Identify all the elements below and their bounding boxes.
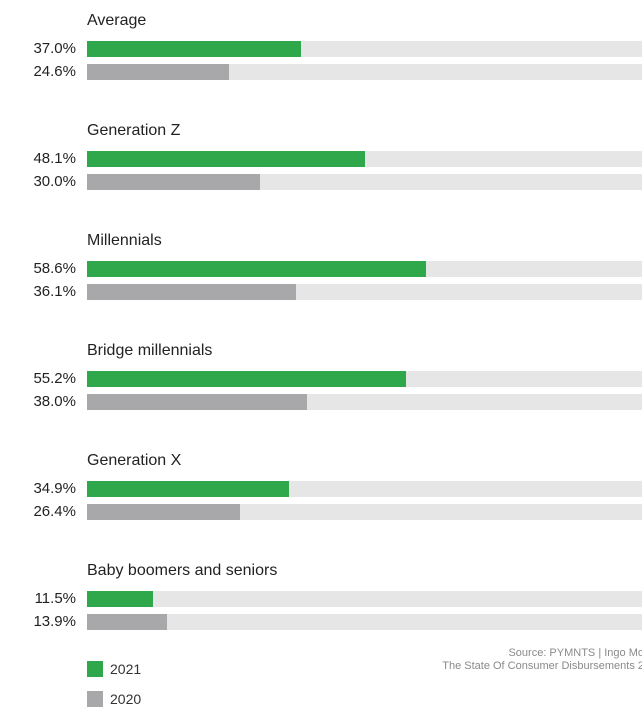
- value-label: 36.1%: [33, 283, 76, 300]
- bar-track: [87, 41, 642, 57]
- bar-track: [87, 261, 642, 277]
- bar-track: [87, 284, 642, 300]
- category-label: Baby boomers and seniors: [87, 562, 278, 579]
- category-label: Average: [87, 12, 147, 29]
- bar-2020: [87, 504, 240, 520]
- value-label: 11.5%: [34, 590, 76, 607]
- source-note: Source: PYMNTS | Ingo Mo The State Of Co…: [442, 647, 642, 672]
- legend-item: 2020: [87, 691, 141, 707]
- value-label: 34.9%: [33, 480, 76, 497]
- value-label: 38.0%: [33, 393, 76, 410]
- bar-2021: [87, 371, 407, 387]
- value-label: 58.6%: [33, 260, 76, 277]
- source-line-1: Source: PYMNTS | Ingo Mo: [508, 647, 642, 659]
- legend-swatch: [87, 661, 103, 677]
- bar-track: [87, 394, 642, 410]
- legend-label: 2020: [110, 691, 142, 707]
- bar-2020: [87, 174, 261, 190]
- bar-track: [87, 591, 642, 607]
- value-label: 55.2%: [33, 370, 76, 387]
- bar-2021: [87, 41, 301, 57]
- bar-track: [87, 614, 642, 630]
- value-label: 48.1%: [33, 150, 76, 167]
- category-label: Bridge millennials: [87, 342, 213, 359]
- category-label: Generation Z: [87, 122, 181, 139]
- bar-track: [87, 504, 642, 520]
- bar-2021: [87, 261, 426, 277]
- value-label: 13.9%: [33, 613, 76, 630]
- category-label: Generation X: [87, 452, 182, 469]
- bar-2020: [87, 284, 296, 300]
- bar-track: [87, 64, 642, 80]
- bar-track: [87, 371, 642, 387]
- bar-track: [87, 481, 642, 497]
- value-label: 37.0%: [33, 40, 76, 57]
- bar-track: [87, 151, 642, 167]
- value-label: 24.6%: [33, 63, 76, 80]
- legend-item: 2021: [87, 661, 141, 677]
- category-label: Millennials: [87, 232, 162, 249]
- bar-2021: [87, 151, 366, 167]
- bar-2020: [87, 614, 168, 630]
- source-line-2: The State Of Consumer Disbursements 2: [442, 660, 642, 672]
- bar-2020: [87, 394, 307, 410]
- bar-2021: [87, 481, 289, 497]
- legend-swatch: [87, 691, 103, 707]
- value-label: 26.4%: [33, 503, 76, 520]
- bar-2020: [87, 64, 230, 80]
- legend-label: 2021: [110, 661, 142, 677]
- bar-2021: [87, 591, 154, 607]
- value-label: 30.0%: [33, 173, 76, 190]
- bar-track: [87, 174, 642, 190]
